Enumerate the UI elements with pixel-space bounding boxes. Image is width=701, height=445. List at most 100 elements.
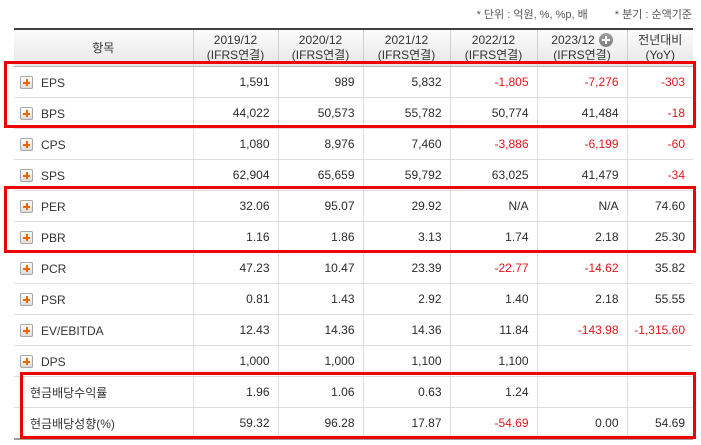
period-label: 전년대비 [638,33,683,47]
cell-value: 65,659 [277,159,363,191]
cell-value: 7,460 [362,128,450,160]
cell-value: 3.13 [362,221,450,253]
table-row: BPS 44,022 50,573 55,782 50,774 41,484 -… [14,97,693,129]
table-row: PCR 47.23 10.47 23.39 -22.77 -14.62 35.8… [14,252,693,284]
row-label: 현금배당수익률 [30,385,108,400]
cell-value: -34 [626,159,693,191]
basis-label: (IFRS연결) [464,48,523,62]
row-label: BPS [41,106,66,121]
financial-ratio-table: 항목 2019/12 (IFRS연결) 2020/12 (IFRS연결) 202… [14,28,693,440]
row-label: DPS [41,354,66,369]
cell-value: 29.92 [362,190,450,222]
cell-value: 0.81 [192,283,278,315]
cell-value: 1,591 [192,66,278,98]
cell-value: -54.69 [449,407,537,440]
expand-row-icon[interactable] [20,199,33,213]
row-label-cell: PBR [14,221,193,253]
expand-row-icon[interactable] [20,354,33,368]
period-label: 2021/12 [384,33,429,47]
table-row: EV/EBITDA 12.43 14.36 14.36 11.84 -143.9… [14,314,693,346]
table-row: 현금배당성향(%) 59.32 96.28 17.87 -54.69 0.00 … [14,407,693,440]
cell-value: 74.60 [626,190,693,222]
basis-label: (IFRS연결) [377,48,436,62]
col-header-item: 항목 [14,28,193,67]
cell-value: 2.92 [362,283,450,315]
table-row: 현금배당수익률 1.96 1.06 0.63 1.24 [14,376,693,408]
cell-value: 55,782 [362,97,450,129]
cell-value: 5,832 [362,66,450,98]
cell-value: 2.18 [536,283,627,315]
cell-value: 59.32 [192,407,278,440]
cell-value: 44,022 [192,97,278,129]
expand-row-icon[interactable] [20,168,33,182]
row-label: CPS [41,137,66,152]
cell-value: -14.62 [536,252,627,284]
cell-value: 50,774 [449,97,537,129]
cell-value: 23.39 [362,252,450,284]
cell-value: 1.06 [277,376,363,408]
cell-value: 54.69 [626,407,693,440]
cell-value: 95.07 [277,190,363,222]
row-label-cell: PSR [14,283,193,315]
unit-note: * 단위 : 억원, %, %p, 배 [476,9,588,21]
col-header-yoy: 전년대비 (YoY) [626,28,693,67]
cell-value [536,376,627,408]
cell-value: 1,000 [277,345,363,377]
col-header-2020: 2020/12 (IFRS연결) [277,28,363,67]
row-label-cell: 현금배당성향(%) [14,407,193,440]
col-header-2021: 2021/12 (IFRS연결) [362,28,450,67]
table-row: CPS 1,080 8,976 7,460 -3,886 -6,199 -60 [14,128,693,160]
cell-value: 0.63 [362,376,450,408]
cell-value: -143.98 [536,314,627,346]
expand-row-icon[interactable] [20,323,33,337]
row-label: PBR [41,230,66,245]
cell-value: 63,025 [449,159,537,191]
cell-value: 41,479 [536,159,627,191]
table-row: PER 32.06 95.07 29.92 N/A N/A 74.60 [14,190,693,222]
expand-row-icon[interactable] [20,137,33,151]
cell-value: -60 [626,128,693,160]
basis-label: (IFRS연결) [291,48,350,62]
cell-value: 1.43 [277,283,363,315]
table-row: PBR 1.16 1.86 3.13 1.74 2.18 25.30 [14,221,693,253]
cell-value: 1,080 [192,128,278,160]
cell-value [536,345,627,377]
expand-row-icon[interactable] [20,292,33,306]
cell-value: 11.84 [449,314,537,346]
cell-value: 12.43 [192,314,278,346]
cell-value: -3,886 [449,128,537,160]
table-row: EPS 1,591 989 5,832 -1,805 -7,276 -303 [14,66,693,98]
table-row: SPS 62,904 65,659 59,792 63,025 41,479 -… [14,159,693,191]
row-label-cell: DPS [14,345,193,377]
cell-value: 25.30 [626,221,693,253]
expand-row-icon[interactable] [20,75,33,89]
period-label: 2023/12 [540,33,625,48]
row-label: SPS [41,168,66,183]
row-label-cell: SPS [14,159,193,191]
expand-row-icon[interactable] [20,261,33,275]
cell-value: -7,276 [536,66,627,98]
cell-value: 62,904 [192,159,278,191]
cell-value: 1.86 [277,221,363,253]
expand-row-icon[interactable] [20,106,33,120]
cell-value: 1.96 [192,376,278,408]
cell-value: 55.55 [626,283,693,315]
expand-row-icon[interactable] [20,230,33,244]
cell-value: -1,315.60 [626,314,693,346]
cell-value: 47.23 [192,252,278,284]
cell-value: 50,573 [277,97,363,129]
col-header-2019: 2019/12 (IFRS연결) [192,28,278,67]
cell-value: N/A [449,190,537,222]
cell-value: 1.24 [449,376,537,408]
add-column-icon[interactable] [598,33,613,47]
row-label: EV/EBITDA [41,323,104,338]
row-label-cell: 현금배당수익률 [14,376,193,408]
cell-value: 989 [277,66,363,98]
cell-value: 35.82 [626,252,693,284]
table-row: DPS 1,000 1,000 1,100 1,100 [14,345,693,377]
cell-value [626,345,693,377]
cell-value: 0.00 [536,407,627,440]
cell-value: 1,100 [449,345,537,377]
cell-value [626,376,693,408]
